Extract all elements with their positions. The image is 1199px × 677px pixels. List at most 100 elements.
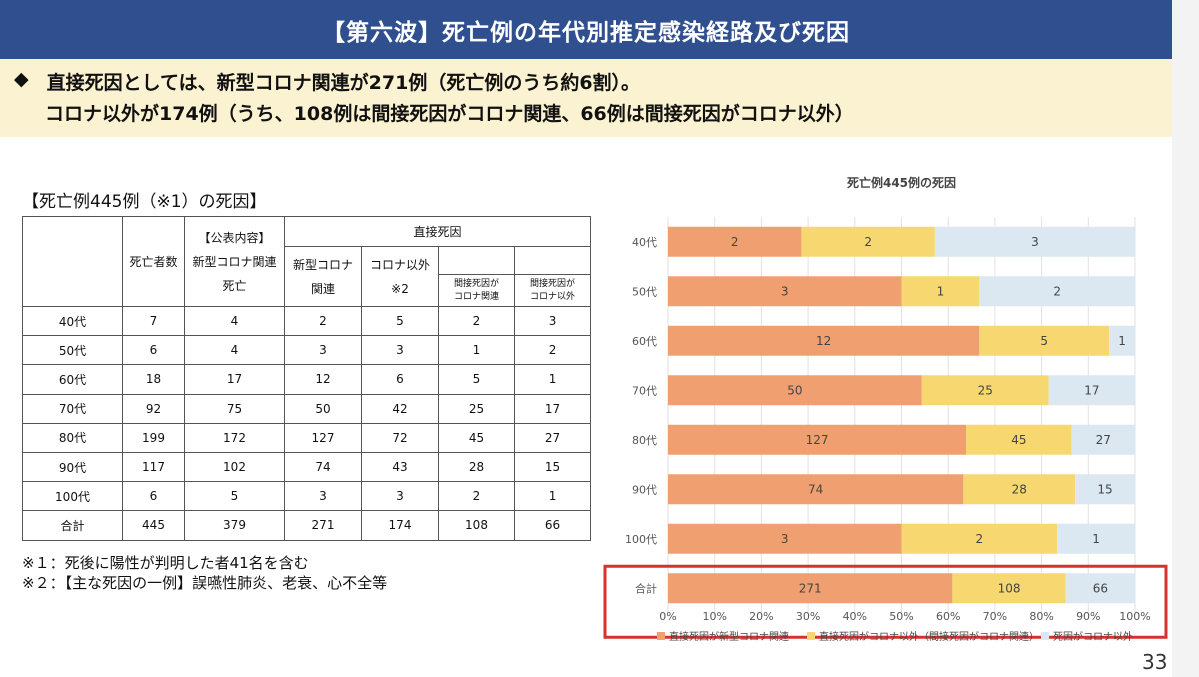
footnote-1: ※１：死後に陽性が判明した者41名を含む [22,554,309,572]
header-indirect-covid: 間接死因が コロナ関連 [438,274,515,307]
table-cell: 72 [361,422,439,453]
summary-text-2: コロナ以外が174例（うち、108例は間接死因がコロナ関連、66例は間接死因がコ… [45,103,854,125]
bar-segment [668,325,980,356]
x-tick-label: 100% [1119,610,1150,623]
table-row: 40代 7 4 2 5 2 3 [22,305,592,337]
bar-segment [1057,523,1135,554]
summary-box: ◆ 直接死因としては、新型コロナ関連が271例（死亡例のうち約6割）。 コロナ以… [0,59,1172,137]
bar-value-label: 2 [731,235,739,249]
page-header: 【第六波】死亡例の年代別推定感染経路及び死因 [0,0,1172,59]
table-cell: 3 [361,335,439,366]
table-cell: 2 [284,305,362,337]
bar-segment [668,573,953,604]
table-cell: 43 [361,451,439,483]
table-cell: 2 [438,305,515,337]
table-cell: 27 [513,422,592,453]
table-row: 100代 6 5 3 3 2 1 [22,481,592,512]
table-cell: 4 [184,305,285,337]
table-cell: 66 [513,510,592,541]
bar-segment [1109,325,1135,356]
table-cell: 70代 [22,393,123,424]
table-cell: 75 [184,393,285,424]
header-noncovid-line-2: ※2 [391,281,409,296]
x-tick-label: 10% [702,610,726,623]
x-tick-label: 80% [1029,610,1053,623]
table-cell: 42 [361,393,439,424]
header-empty-right-2 [513,246,592,275]
table-cell: 117 [122,451,185,483]
highlight-box [603,564,1168,639]
bar-value-label: 2 [1053,284,1061,298]
table-cell: 2 [438,481,515,512]
death-cause-table: 死亡者数 【公表内容】 新型コロナ関連 死亡 直接死因 新型コロナ 関連 コロナ… [22,216,592,541]
table-cell: 92 [122,393,185,424]
bar-value-label: 127 [806,433,829,447]
bar-value-label: 74 [808,482,823,496]
table-cell: 5 [184,481,285,512]
table-cell: 4 [184,335,285,366]
category-label: 70代 [632,384,657,397]
bar-segment [668,424,967,455]
bar-segment [952,573,1066,604]
bar-segment [668,276,902,307]
table-row: 60代 18 17 12 6 5 1 [22,364,592,395]
stacked-bar-chart: 死亡例445例の死因 0% 10% 20% 30% 40% 50% 60% 70% 80% 90% 1… [600,170,1172,660]
table-cell: 80代 [22,422,123,453]
table-row: 50代 6 4 3 3 1 2 [22,335,592,366]
category-label: 100代 [625,533,657,546]
page-number: 33 [1142,650,1168,674]
bar-value-label: 1 [1118,334,1126,348]
bar-segment [1075,474,1135,505]
table-row: 80代 199 172 127 72 45 27 [22,422,592,453]
table-cell: 172 [184,422,285,453]
table-cell: 18 [122,364,185,395]
bar-value-label: 3 [1031,235,1039,249]
legend-label: 直接死因がコロナ以外（間接死因がコロナ関連） [819,630,1039,643]
summary-line-1: ◆ 直接死因としては、新型コロナ関連が271例（死亡例のうち約6割）。 [14,68,640,95]
bar-segment [1071,424,1135,455]
header-ind-non-line-1: 間接死因が [530,278,576,289]
table-cell: 6 [361,364,439,395]
bar-segment [979,276,1135,307]
category-label: 90代 [632,483,657,496]
diamond-bullet-icon: ◆ [14,68,29,90]
legend-swatch [1041,632,1049,640]
table-cell: 45 [438,422,515,453]
table-cell: 174 [361,510,439,541]
table-cell: 5 [361,305,439,337]
table-cell: 25 [438,393,515,424]
header-deaths: 死亡者数 [122,216,185,307]
bar-value-label: 3 [781,284,789,298]
table-row: 合計 445 379 271 174 108 66 [22,510,592,541]
table-cell: 17 [184,364,285,395]
legend-label: 死因がコロナ以外 [1053,630,1133,643]
header-direct-cause: 直接死因 [283,216,592,247]
bar-segment [1048,375,1135,406]
bar-segment [801,226,935,257]
bar-value-label: 2 [976,532,984,546]
table-body: 40代 7 4 2 5 2 3 50代 6 4 3 3 1 2 60代 18 17 12 6 5 1 70代 92 75 50 4… [22,305,592,541]
x-tick-label: 40% [843,610,867,623]
category-label: 40代 [632,236,657,249]
table-cell: 379 [184,510,285,541]
table-cell: 3 [361,481,439,512]
bar-value-label: 25 [978,383,993,397]
table-cell: 1 [513,364,592,395]
legend-swatch [807,632,815,640]
table-cell: 17 [513,393,592,424]
table-cell: 445 [122,510,185,541]
table-cell: 3 [284,335,362,366]
bar-segment [979,325,1110,356]
table-cell: 1 [513,481,592,512]
bar-segment [921,375,1049,406]
table-cell: 271 [284,510,362,541]
table-cell: 3 [513,305,592,337]
header-published-line-1: 【公表内容】 [198,230,271,245]
x-tick-label: 20% [749,610,773,623]
table-cell: 199 [122,422,185,453]
x-tick-label: 70% [983,610,1007,623]
bar-segment [963,474,1076,505]
table-cell: 15 [513,451,592,483]
table-cell: 90代 [22,451,123,483]
table-cell: 50代 [22,335,123,366]
